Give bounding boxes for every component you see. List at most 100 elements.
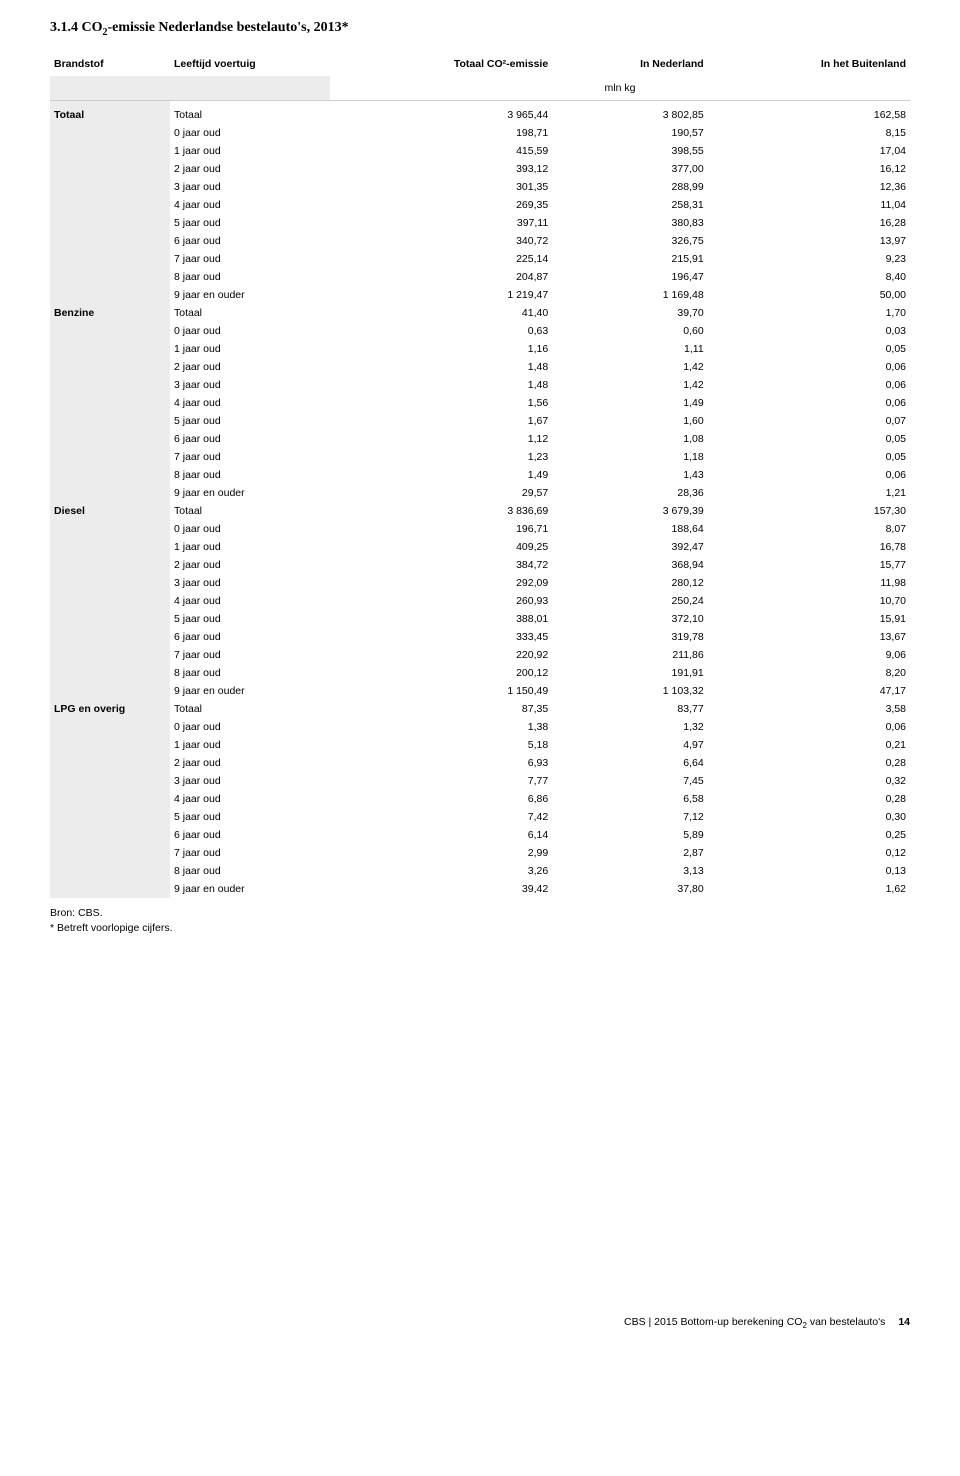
table-row: 2 jaar oud1,481,420,06 [50, 358, 910, 376]
value-cell: 280,12 [552, 574, 707, 592]
table-row: 8 jaar oud204,87196,478,40 [50, 268, 910, 286]
value-cell: 200,12 [330, 664, 552, 682]
value-cell: 1 103,32 [552, 682, 707, 700]
value-cell: 15,91 [708, 610, 910, 628]
group-label-cell [50, 142, 170, 160]
group-label-cell [50, 628, 170, 646]
age-label-cell: 4 jaar oud [170, 592, 330, 610]
value-cell: 384,72 [330, 556, 552, 574]
value-cell: 83,77 [552, 700, 707, 718]
value-cell: 260,93 [330, 592, 552, 610]
value-cell: 392,47 [552, 538, 707, 556]
table-row: 1 jaar oud415,59398,5517,04 [50, 142, 910, 160]
table-row: LPG en overigTotaal87,3583,773,58 [50, 700, 910, 718]
value-cell: 0,63 [330, 322, 552, 340]
value-cell: 9,23 [708, 250, 910, 268]
value-cell: 1,11 [552, 340, 707, 358]
col-brandstof: Brandstof [50, 52, 170, 76]
value-cell: 1,49 [330, 466, 552, 484]
value-cell: 1,32 [552, 718, 707, 736]
value-cell: 0,03 [708, 322, 910, 340]
age-label-cell: 0 jaar oud [170, 322, 330, 340]
group-label-cell [50, 286, 170, 304]
value-cell: 4,97 [552, 736, 707, 754]
table-row: 8 jaar oud1,491,430,06 [50, 466, 910, 484]
value-cell: 1 219,47 [330, 286, 552, 304]
group-label-cell [50, 250, 170, 268]
value-cell: 1,60 [552, 412, 707, 430]
age-label-cell: Totaal [170, 106, 330, 124]
table-row: BenzineTotaal41,4039,701,70 [50, 304, 910, 322]
table-row: 8 jaar oud200,12191,918,20 [50, 664, 910, 682]
age-label-cell: 0 jaar oud [170, 520, 330, 538]
age-label-cell: 0 jaar oud [170, 124, 330, 142]
value-cell: 1,56 [330, 394, 552, 412]
value-cell: 0,06 [708, 466, 910, 484]
age-label-cell: 3 jaar oud [170, 376, 330, 394]
value-cell: 1,49 [552, 394, 707, 412]
footnote-source: Bron: CBS. [50, 906, 910, 921]
group-label-cell [50, 322, 170, 340]
group-label-cell [50, 772, 170, 790]
value-cell: 188,64 [552, 520, 707, 538]
value-cell: 0,05 [708, 340, 910, 358]
value-cell: 368,94 [552, 556, 707, 574]
age-label-cell: 8 jaar oud [170, 268, 330, 286]
value-cell: 16,28 [708, 214, 910, 232]
value-cell: 6,86 [330, 790, 552, 808]
group-label-cell [50, 466, 170, 484]
group-label-cell [50, 790, 170, 808]
age-label-cell: 7 jaar oud [170, 844, 330, 862]
age-label-cell: 2 jaar oud [170, 556, 330, 574]
age-label-cell: 5 jaar oud [170, 214, 330, 232]
table-row: 0 jaar oud1,381,320,06 [50, 718, 910, 736]
value-cell: 190,57 [552, 124, 707, 142]
value-cell: 8,15 [708, 124, 910, 142]
age-label-cell: 8 jaar oud [170, 466, 330, 484]
value-cell: 333,45 [330, 628, 552, 646]
value-cell: 9,06 [708, 646, 910, 664]
value-cell: 3 802,85 [552, 106, 707, 124]
value-cell: 388,01 [330, 610, 552, 628]
value-cell: 5,18 [330, 736, 552, 754]
age-label-cell: 3 jaar oud [170, 178, 330, 196]
value-cell: 13,67 [708, 628, 910, 646]
value-cell: 380,83 [552, 214, 707, 232]
group-label-cell [50, 160, 170, 178]
value-cell: 377,00 [552, 160, 707, 178]
group-label-cell [50, 862, 170, 880]
value-cell: 0,30 [708, 808, 910, 826]
value-cell: 198,71 [330, 124, 552, 142]
table-title: 3.1.4 CO2-emissie Nederlandse bestelauto… [50, 20, 910, 38]
value-cell: 0,05 [708, 448, 910, 466]
value-cell: 7,45 [552, 772, 707, 790]
table-row: 1 jaar oud409,25392,4716,78 [50, 538, 910, 556]
group-label-cell [50, 394, 170, 412]
group-label-cell [50, 214, 170, 232]
group-label-cell: Totaal [50, 106, 170, 124]
table-row: 9 jaar en ouder1 219,471 169,4850,00 [50, 286, 910, 304]
table-row: 0 jaar oud198,71190,578,15 [50, 124, 910, 142]
group-label-cell [50, 340, 170, 358]
value-cell: 11,04 [708, 196, 910, 214]
group-label-cell [50, 754, 170, 772]
age-label-cell: Totaal [170, 502, 330, 520]
footer-suffix: van bestelauto's [807, 1316, 885, 1328]
age-label-cell: 9 jaar en ouder [170, 286, 330, 304]
value-cell: 225,14 [330, 250, 552, 268]
age-label-cell: Totaal [170, 700, 330, 718]
value-cell: 7,12 [552, 808, 707, 826]
age-label-cell: 9 jaar en ouder [170, 484, 330, 502]
value-cell: 1,43 [552, 466, 707, 484]
table-row: 9 jaar en ouder29,5728,361,21 [50, 484, 910, 502]
value-cell: 1,42 [552, 376, 707, 394]
value-cell: 301,35 [330, 178, 552, 196]
value-cell: 3 965,44 [330, 106, 552, 124]
table-row: 3 jaar oud301,35288,9912,36 [50, 178, 910, 196]
value-cell: 0,06 [708, 718, 910, 736]
age-label-cell: 8 jaar oud [170, 664, 330, 682]
table-row: 7 jaar oud220,92211,869,06 [50, 646, 910, 664]
group-label-cell [50, 592, 170, 610]
value-cell: 0,28 [708, 754, 910, 772]
col-nederland: In Nederland [552, 52, 707, 76]
